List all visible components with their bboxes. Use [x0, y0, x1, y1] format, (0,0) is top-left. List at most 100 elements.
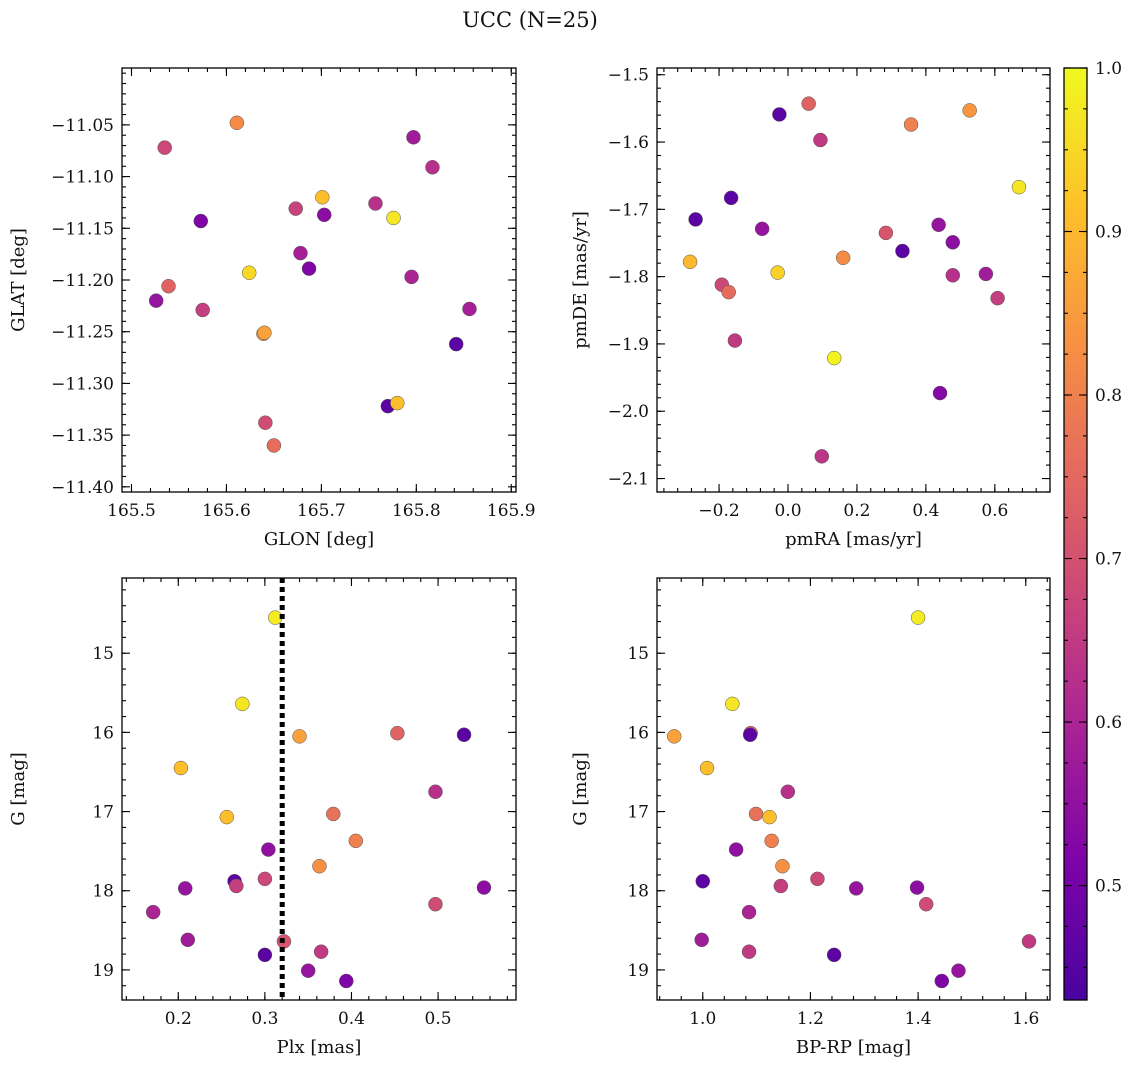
data-point	[313, 944, 329, 959]
data-point	[288, 201, 303, 216]
data-point	[728, 842, 744, 857]
x-tick-label: 0.3	[251, 1009, 278, 1029]
data-point	[266, 438, 282, 453]
colorbar-tick-label: 0.5	[1095, 877, 1122, 897]
x-tick-label: 1.0	[689, 1009, 716, 1029]
data-point	[951, 963, 966, 978]
colorbar: 0.5 0.6 0.7 0.8 0.9 1.0	[1063, 59, 1122, 1001]
y-tick-label: −11.30	[51, 374, 114, 394]
y-tick-label: −11.05	[51, 116, 114, 136]
data-point	[406, 130, 421, 145]
data-point	[990, 290, 1005, 306]
data-point	[428, 784, 443, 800]
data-point	[390, 725, 405, 741]
data-point	[721, 284, 736, 300]
data-point	[909, 880, 925, 895]
data-point	[195, 302, 210, 318]
data-point	[229, 878, 244, 894]
x-tick-label: 0.4	[912, 501, 939, 521]
data-point	[456, 727, 472, 743]
data-point	[161, 278, 176, 294]
data-point	[148, 293, 164, 308]
colorbar-tick-label: 0.7	[1095, 550, 1122, 570]
data-point	[934, 973, 950, 989]
x-tick-label: 0.6	[981, 501, 1008, 521]
data-point	[826, 947, 842, 963]
data-point	[300, 963, 316, 978]
data-point	[428, 896, 443, 912]
data-point	[180, 932, 196, 948]
data-point	[741, 944, 757, 959]
data-point	[312, 858, 327, 874]
colorbar-tick-label: 0.6	[1095, 713, 1122, 733]
data-point	[772, 107, 787, 122]
y-tick-label: 15	[627, 644, 649, 664]
data-point	[257, 871, 273, 887]
data-point	[1021, 934, 1037, 949]
data-point	[742, 727, 758, 743]
data-point	[219, 809, 235, 825]
data-point	[764, 833, 779, 849]
x-tick-label: −0.2	[698, 501, 739, 521]
axes-frame	[656, 67, 1051, 493]
x-axis-label: BP-RP [mag]	[796, 1037, 911, 1058]
x-tick-label: 0.0	[774, 501, 801, 521]
y-tick-label: −1.5	[608, 66, 649, 86]
data-point	[903, 117, 919, 132]
data-point	[157, 140, 172, 155]
data-point	[425, 160, 440, 175]
data-point	[695, 873, 711, 889]
y-tick-label: 17	[627, 803, 649, 823]
y-axis-label: G [mag]	[8, 752, 29, 825]
data-point	[801, 96, 816, 111]
y-tick-label: 15	[92, 644, 114, 664]
y-tick-label: −11.25	[51, 323, 114, 343]
data-point	[301, 261, 317, 276]
data-point	[978, 266, 994, 282]
data-point	[810, 871, 825, 887]
data-point	[773, 878, 789, 894]
data-point	[390, 395, 405, 411]
data-point	[257, 947, 273, 963]
data-point	[725, 696, 740, 712]
y-tick-label: 17	[92, 803, 114, 823]
data-point	[326, 806, 341, 822]
data-point	[339, 973, 354, 989]
data-point	[835, 250, 851, 266]
data-point	[770, 265, 785, 280]
y-axis-label: pmDE [mas/yr]	[570, 211, 591, 349]
y-tick-label: 18	[92, 882, 114, 902]
figure-title: UCC (N=25)	[462, 8, 598, 32]
data-point	[241, 265, 257, 281]
y-tick-label: −2.0	[608, 402, 649, 422]
y-tick-label: 18	[627, 882, 649, 902]
panel-bprp-g: 1.0 1.2 1.4 1.6 15 16 17 18 19 BP-RP [mag] G [mag]	[570, 577, 1051, 1058]
data-point	[258, 415, 273, 430]
y-tick-label: −11.15	[51, 219, 114, 239]
data-point	[748, 806, 764, 822]
x-axis-label: Plx [mas]	[277, 1037, 362, 1058]
data-point	[945, 268, 961, 283]
data-point	[293, 245, 308, 261]
data-point	[918, 896, 934, 912]
x-tick-label: 0.2	[165, 1009, 192, 1029]
x-axis-label: GLON [deg]	[264, 529, 374, 550]
data-point	[177, 881, 193, 896]
data-point	[962, 103, 977, 118]
panel-glon-glat: 165.5 165.6 165.7 165.8 165.9 −11.05 −11.10 −11…	[8, 67, 536, 550]
y-tick-label: −11.35	[51, 426, 114, 446]
data-point	[235, 696, 250, 712]
data-point	[699, 760, 715, 776]
x-tick-label: 0.2	[843, 501, 870, 521]
y-tick-label: −1.8	[608, 268, 649, 288]
data-point	[945, 235, 961, 250]
data-point	[775, 858, 790, 874]
axes-frame	[121, 67, 517, 493]
data-point	[193, 213, 209, 229]
data-point	[826, 350, 842, 366]
data-point	[145, 904, 161, 920]
y-tick-label: 16	[92, 723, 114, 743]
colorbar-frame	[1063, 67, 1088, 1001]
x-tick-label: 165.5	[107, 501, 156, 521]
data-point	[814, 449, 830, 464]
